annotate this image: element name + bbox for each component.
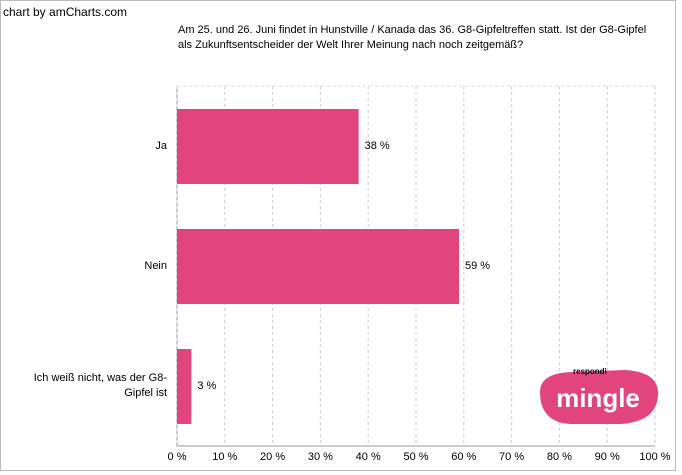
x-tick-label: 60 % [451,451,476,463]
x-tick-label: 90 % [595,451,620,463]
y-tick-label: Ja [155,139,167,152]
x-tick-label: 50 % [403,451,428,463]
logo-main: mingle [556,383,640,413]
x-tick-label: 0 % [168,451,187,463]
value-label: 59 % [465,260,490,272]
x-tick-label: 20 % [260,451,285,463]
y-tick-label: Nein [144,259,167,272]
bar [177,109,359,184]
chart-title: Am 25. und 26. Juni findet in Hunstville… [178,24,647,51]
x-tick-label: 30 % [308,451,333,463]
credit: chart by amCharts.com [3,5,128,19]
bar [177,349,192,424]
bar [177,229,460,304]
x-tick-label: 40 % [356,451,381,463]
logo-top: respondi [573,367,607,376]
logo-shape [540,370,659,424]
x-tick-label: 100 % [639,451,670,463]
value-label: 38 % [365,140,390,152]
logo: respondi mingle [540,367,659,424]
value-label: 3 % [197,380,216,392]
y-tick-label: Ich weiß nicht, was der G8-Gipfel ist [33,372,167,399]
x-tick-label: 70 % [499,451,524,463]
x-tick-label: 80 % [547,451,572,463]
x-tick-label: 10 % [212,451,237,463]
